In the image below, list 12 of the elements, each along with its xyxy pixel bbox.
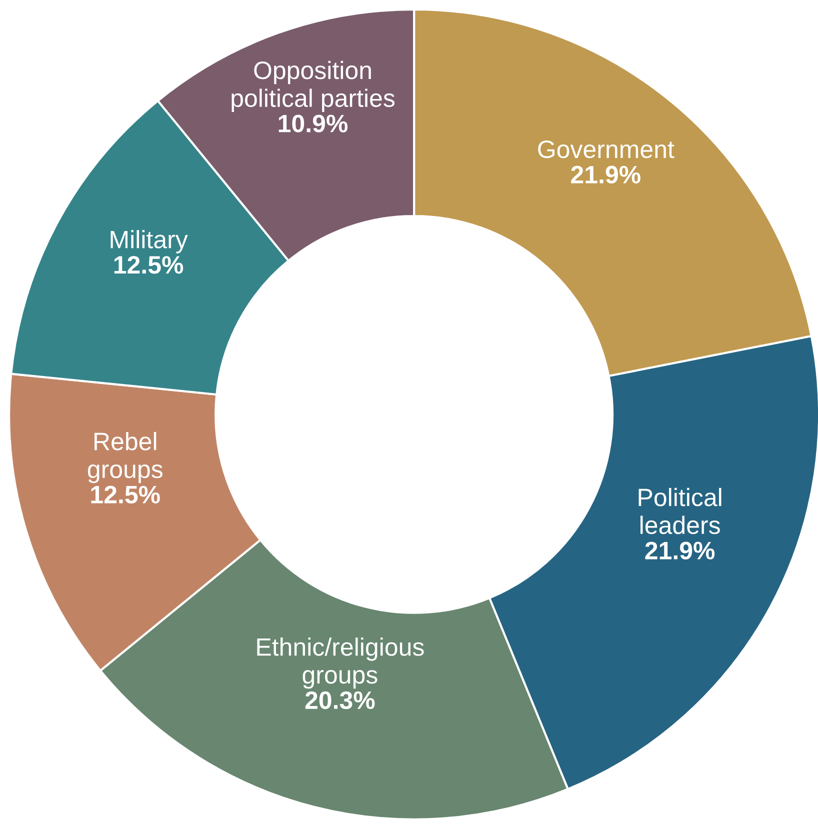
data-label: 12.5% xyxy=(91,486,160,504)
data-label: 21.9% xyxy=(571,166,640,184)
slice-label: Rebel groups xyxy=(88,432,162,484)
data-label: 10.9% xyxy=(278,114,348,132)
data-label: 21.9% xyxy=(645,542,715,560)
data-label: 20.3% xyxy=(305,691,375,710)
slice-label: Government xyxy=(538,140,674,158)
data-label: 12.5% xyxy=(114,256,184,274)
slice-label: Military xyxy=(110,230,188,254)
slice-label: Ethnic/religious groups xyxy=(257,638,424,689)
slice-label: Opposition political parties xyxy=(232,60,395,112)
slice-label: Political leaders xyxy=(638,488,722,534)
